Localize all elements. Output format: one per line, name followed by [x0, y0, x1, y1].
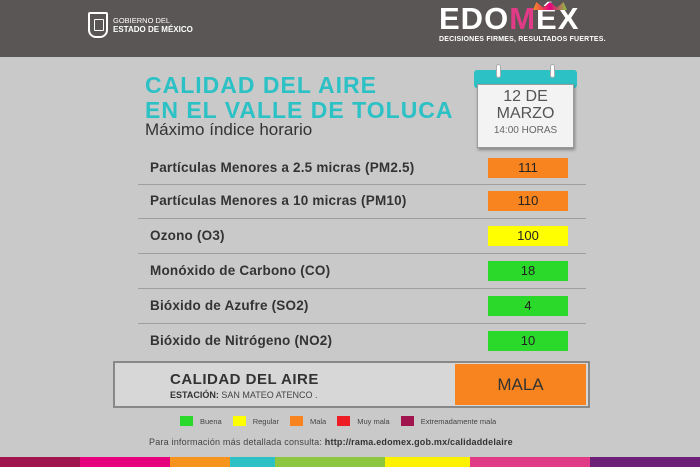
- calendar-date: 12 DE MARZO 14:00 HORAS: [474, 64, 577, 148]
- row-divider: [138, 184, 586, 185]
- pollutant-name: Ozono (O3): [150, 228, 225, 243]
- pollutant-row: Partículas Menores a 2.5 micras (PM2.5) …: [147, 158, 587, 180]
- footer-note: Para información más detallada consulta:…: [149, 437, 513, 447]
- calendar-ring-icon: [496, 64, 501, 78]
- calendar-day: 12 DE: [503, 88, 548, 105]
- gov-line-2: ESTADO DE MÉXICO: [113, 25, 193, 34]
- station-info: ESTACIÓN: SAN MATEO ATENCO .: [170, 390, 318, 400]
- legend-swatch: [289, 416, 303, 426]
- summary-label: CALIDAD DEL AIRE: [170, 371, 319, 388]
- pollutant-row: Bióxido de Azufre (SO2) 4: [147, 296, 587, 318]
- station-name: SAN MATEO ATENCO .: [221, 390, 318, 400]
- footer-text: Para información más detallada consulta:: [149, 437, 323, 447]
- brand-slogan: DECISIONES FIRMES, RESULTADOS FUERTES.: [439, 36, 606, 43]
- legend-swatch: [400, 416, 414, 426]
- calendar-time: 14:00 HORAS: [493, 125, 558, 136]
- calendar-month: MARZO: [496, 105, 555, 122]
- legend-item: Mala: [289, 416, 326, 426]
- legend-item: Extremadamente mala: [400, 416, 496, 426]
- legend-item: Buena: [180, 416, 222, 426]
- pollutant-value: 10: [488, 331, 568, 351]
- legend-swatch: [337, 416, 351, 426]
- government-logo: GOBIERNO DEL ESTADO DE MÉXICO: [88, 12, 193, 38]
- color-legend: Buena Regular Mala Muy mala Extremadamen…: [180, 416, 507, 426]
- title-line-2: EN EL VALLE DE TOLUCA: [145, 97, 454, 123]
- row-divider: [138, 253, 586, 254]
- pollutant-value: 110: [488, 191, 568, 211]
- summary-value: MALA: [455, 364, 586, 405]
- row-divider: [138, 218, 586, 219]
- color-stripe: [0, 457, 700, 467]
- air-quality-summary: CALIDAD DEL AIRE ESTACIÓN: SAN MATEO ATE…: [113, 361, 590, 408]
- stripe-segment: [0, 457, 80, 467]
- pollutant-name: Bióxido de Azufre (SO2): [150, 298, 309, 313]
- legend-item: Regular: [232, 416, 279, 426]
- pollutant-value: 18: [488, 261, 568, 281]
- stripe-segment: [385, 457, 470, 467]
- legend-swatch: [232, 416, 246, 426]
- calendar-ring-icon: [550, 64, 555, 78]
- stripe-segment: [80, 457, 170, 467]
- pollutant-name: Partículas Menores a 10 micras (PM10): [150, 193, 407, 208]
- title-line-1: CALIDAD DEL AIRE: [145, 72, 377, 98]
- pollutant-row: Partículas Menores a 10 micras (PM10) 11…: [147, 191, 587, 213]
- pollutant-row: Bióxido de Nitrógeno (NO2) 10: [147, 331, 587, 353]
- coat-of-arms-icon: [88, 12, 108, 38]
- stripe-segment: [470, 457, 590, 467]
- subtitle: Máximo índice horario: [145, 120, 313, 139]
- stripe-segment: [590, 457, 700, 467]
- gov-line-1: GOBIERNO DEL: [113, 16, 171, 25]
- stripe-segment: [230, 457, 275, 467]
- pollutant-name: Partículas Menores a 2.5 micras (PM2.5): [150, 160, 415, 175]
- legend-item: Muy mala: [337, 416, 390, 426]
- header-bar: GOBIERNO DEL ESTADO DE MÉXICO EDOMÉX DEC…: [0, 0, 700, 57]
- row-divider: [138, 288, 586, 289]
- calendar-page: 12 DE MARZO 14:00 HORAS: [477, 84, 574, 148]
- pollutant-row: Monóxido de Carbono (CO) 18: [147, 261, 587, 283]
- crown-icon: [533, 2, 567, 10]
- stripe-segment: [275, 457, 385, 467]
- stripe-segment: [170, 457, 230, 467]
- footer-url[interactable]: http://rama.edomex.gob.mx/calidaddelaire: [324, 437, 513, 447]
- station-label: ESTACIÓN:: [170, 390, 219, 400]
- edomex-brand: EDOMÉX DECISIONES FIRMES, RESULTADOS FUE…: [439, 1, 639, 43]
- pollutant-value: 100: [488, 226, 568, 246]
- pollutant-name: Bióxido de Nitrógeno (NO2): [150, 333, 333, 348]
- pollutant-value: 111: [488, 158, 568, 178]
- pollutant-value: 4: [488, 296, 568, 316]
- legend-swatch: [180, 416, 193, 426]
- pollutant-name: Monóxido de Carbono (CO): [150, 263, 331, 278]
- pollutant-row: Ozono (O3) 100: [147, 226, 587, 248]
- row-divider: [138, 323, 586, 324]
- brand-name: EDOMÉX: [439, 1, 580, 36]
